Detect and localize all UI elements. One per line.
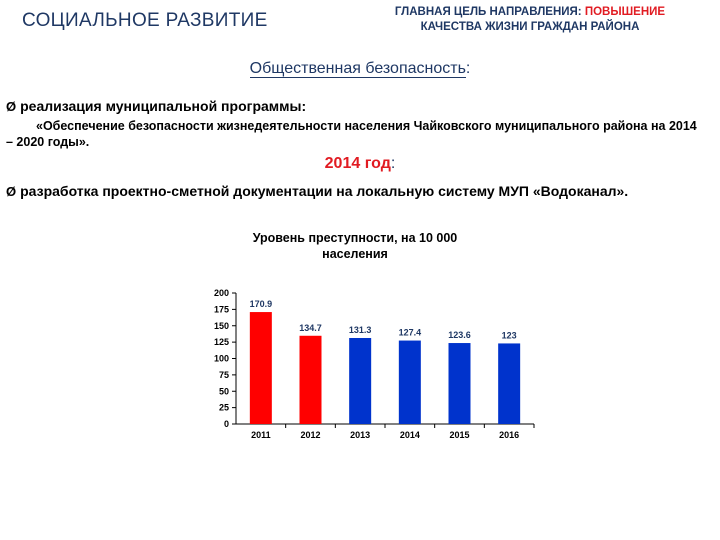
crime-rate-bar-chart: 0 25 50 75 100 125 150 175 200 170.9 2011 134.7 2012… <box>214 288 535 440</box>
year-heading: 2014 год: <box>0 155 720 173</box>
x-tick-label: 2012 <box>300 430 320 440</box>
data-label: 127.4 <box>399 328 422 338</box>
y-tick-label: 100 <box>214 354 229 364</box>
y-tick-label: 175 <box>214 304 229 314</box>
data-label: 134.7 <box>299 323 322 333</box>
year-heading-colon: : <box>390 155 396 172</box>
section-title: СОЦИАЛЬНОЕ РАЗВИТИЕ <box>22 10 268 31</box>
main-goal: ГЛАВНАЯ ЦЕЛЬ НАПРАВЛЕНИЯ: ПОВЫШЕНИЕ КАЧЕ… <box>360 5 700 35</box>
chart-title: Уровень преступности, на 10 000 населени… <box>252 231 458 261</box>
data-label: 131.3 <box>349 325 372 335</box>
goal-accent: ПОВЫШЕНИЕ <box>584 6 666 18</box>
bullet-documentation-text: разработка проектно-сметной документации… <box>20 183 629 199</box>
x-tick-label: 2016 <box>499 430 519 440</box>
goal-prefix: ГЛАВНАЯ ЦЕЛЬ НАПРАВЛЕНИЯ: <box>394 6 585 18</box>
data-label: 123 <box>502 330 517 340</box>
bar <box>398 340 421 424</box>
y-tick-label: 0 <box>224 419 229 429</box>
y-tick-label: 25 <box>219 403 229 413</box>
x-tick-label: 2014 <box>400 430 420 440</box>
subtitle: Общественная безопасность: <box>0 60 720 78</box>
bar <box>249 312 272 424</box>
x-tick-label: 2013 <box>350 430 370 440</box>
bullet-program-text: реализация муниципальной программы: <box>20 98 307 114</box>
program-quote: «Обеспечение безопасности жизнедеятельно… <box>6 119 697 149</box>
subtitle-colon: : <box>465 60 471 77</box>
y-tick-label: 200 <box>214 288 229 298</box>
y-tick-label: 50 <box>219 386 229 396</box>
y-tick-label: 125 <box>214 337 229 347</box>
subtitle-text: Общественная безопасность <box>249 60 466 78</box>
x-tick-label: 2011 <box>251 430 271 440</box>
goal-line2: КАЧЕСТВА ЖИЗНИ ГРАЖДАН РАЙОНА <box>420 21 640 33</box>
y-tick-label: 150 <box>214 321 229 331</box>
bar <box>349 337 372 424</box>
arrow-bullet-icon: Ø <box>6 184 17 199</box>
bar <box>448 343 471 424</box>
y-tick-label: 75 <box>219 370 229 380</box>
bar <box>299 335 322 424</box>
arrow-bullet-icon: Ø <box>6 99 17 114</box>
data-label: 123.6 <box>448 330 471 340</box>
x-tick-label: 2015 <box>449 430 469 440</box>
year-heading-text: 2014 год <box>324 155 391 172</box>
data-label: 170.9 <box>250 299 273 309</box>
bar <box>498 343 521 424</box>
